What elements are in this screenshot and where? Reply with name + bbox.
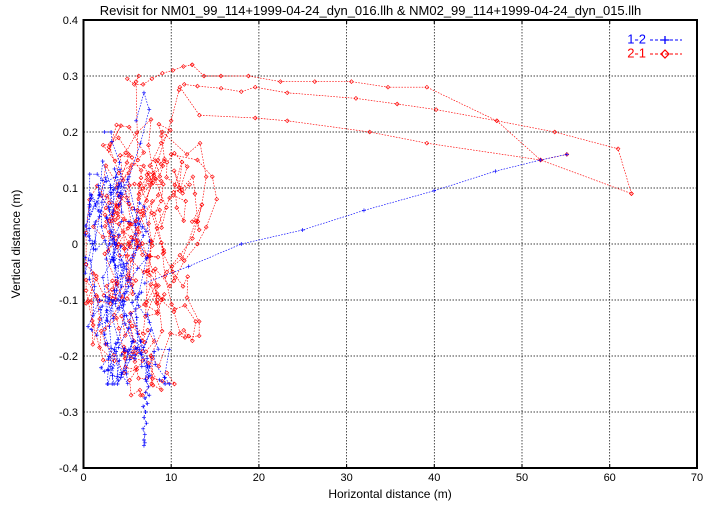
svg-text:-0.1: -0.1 xyxy=(59,295,78,307)
svg-text:0.4: 0.4 xyxy=(63,15,78,27)
svg-text:-0.4: -0.4 xyxy=(59,463,78,475)
svg-text:0.2: 0.2 xyxy=(63,127,78,139)
svg-text:60: 60 xyxy=(604,472,616,484)
svg-text:Vertical distance (m): Vertical distance (m) xyxy=(9,190,23,299)
svg-text:10: 10 xyxy=(165,472,177,484)
svg-text:20: 20 xyxy=(253,472,265,484)
svg-text:30: 30 xyxy=(340,472,352,484)
svg-text:0: 0 xyxy=(80,472,86,484)
svg-text:50: 50 xyxy=(516,472,528,484)
svg-text:0.3: 0.3 xyxy=(63,71,78,83)
svg-text:40: 40 xyxy=(428,472,440,484)
svg-text:0: 0 xyxy=(72,239,78,251)
svg-text:Horizontal distance (m): Horizontal distance (m) xyxy=(328,487,451,501)
svg-text:70: 70 xyxy=(691,472,703,484)
svg-text:-0.3: -0.3 xyxy=(59,407,78,419)
svg-text:1-2: 1-2 xyxy=(627,32,646,47)
svg-text:-0.2: -0.2 xyxy=(59,351,78,363)
svg-text:2-1: 2-1 xyxy=(627,46,646,61)
svg-text:0.1: 0.1 xyxy=(63,183,78,195)
